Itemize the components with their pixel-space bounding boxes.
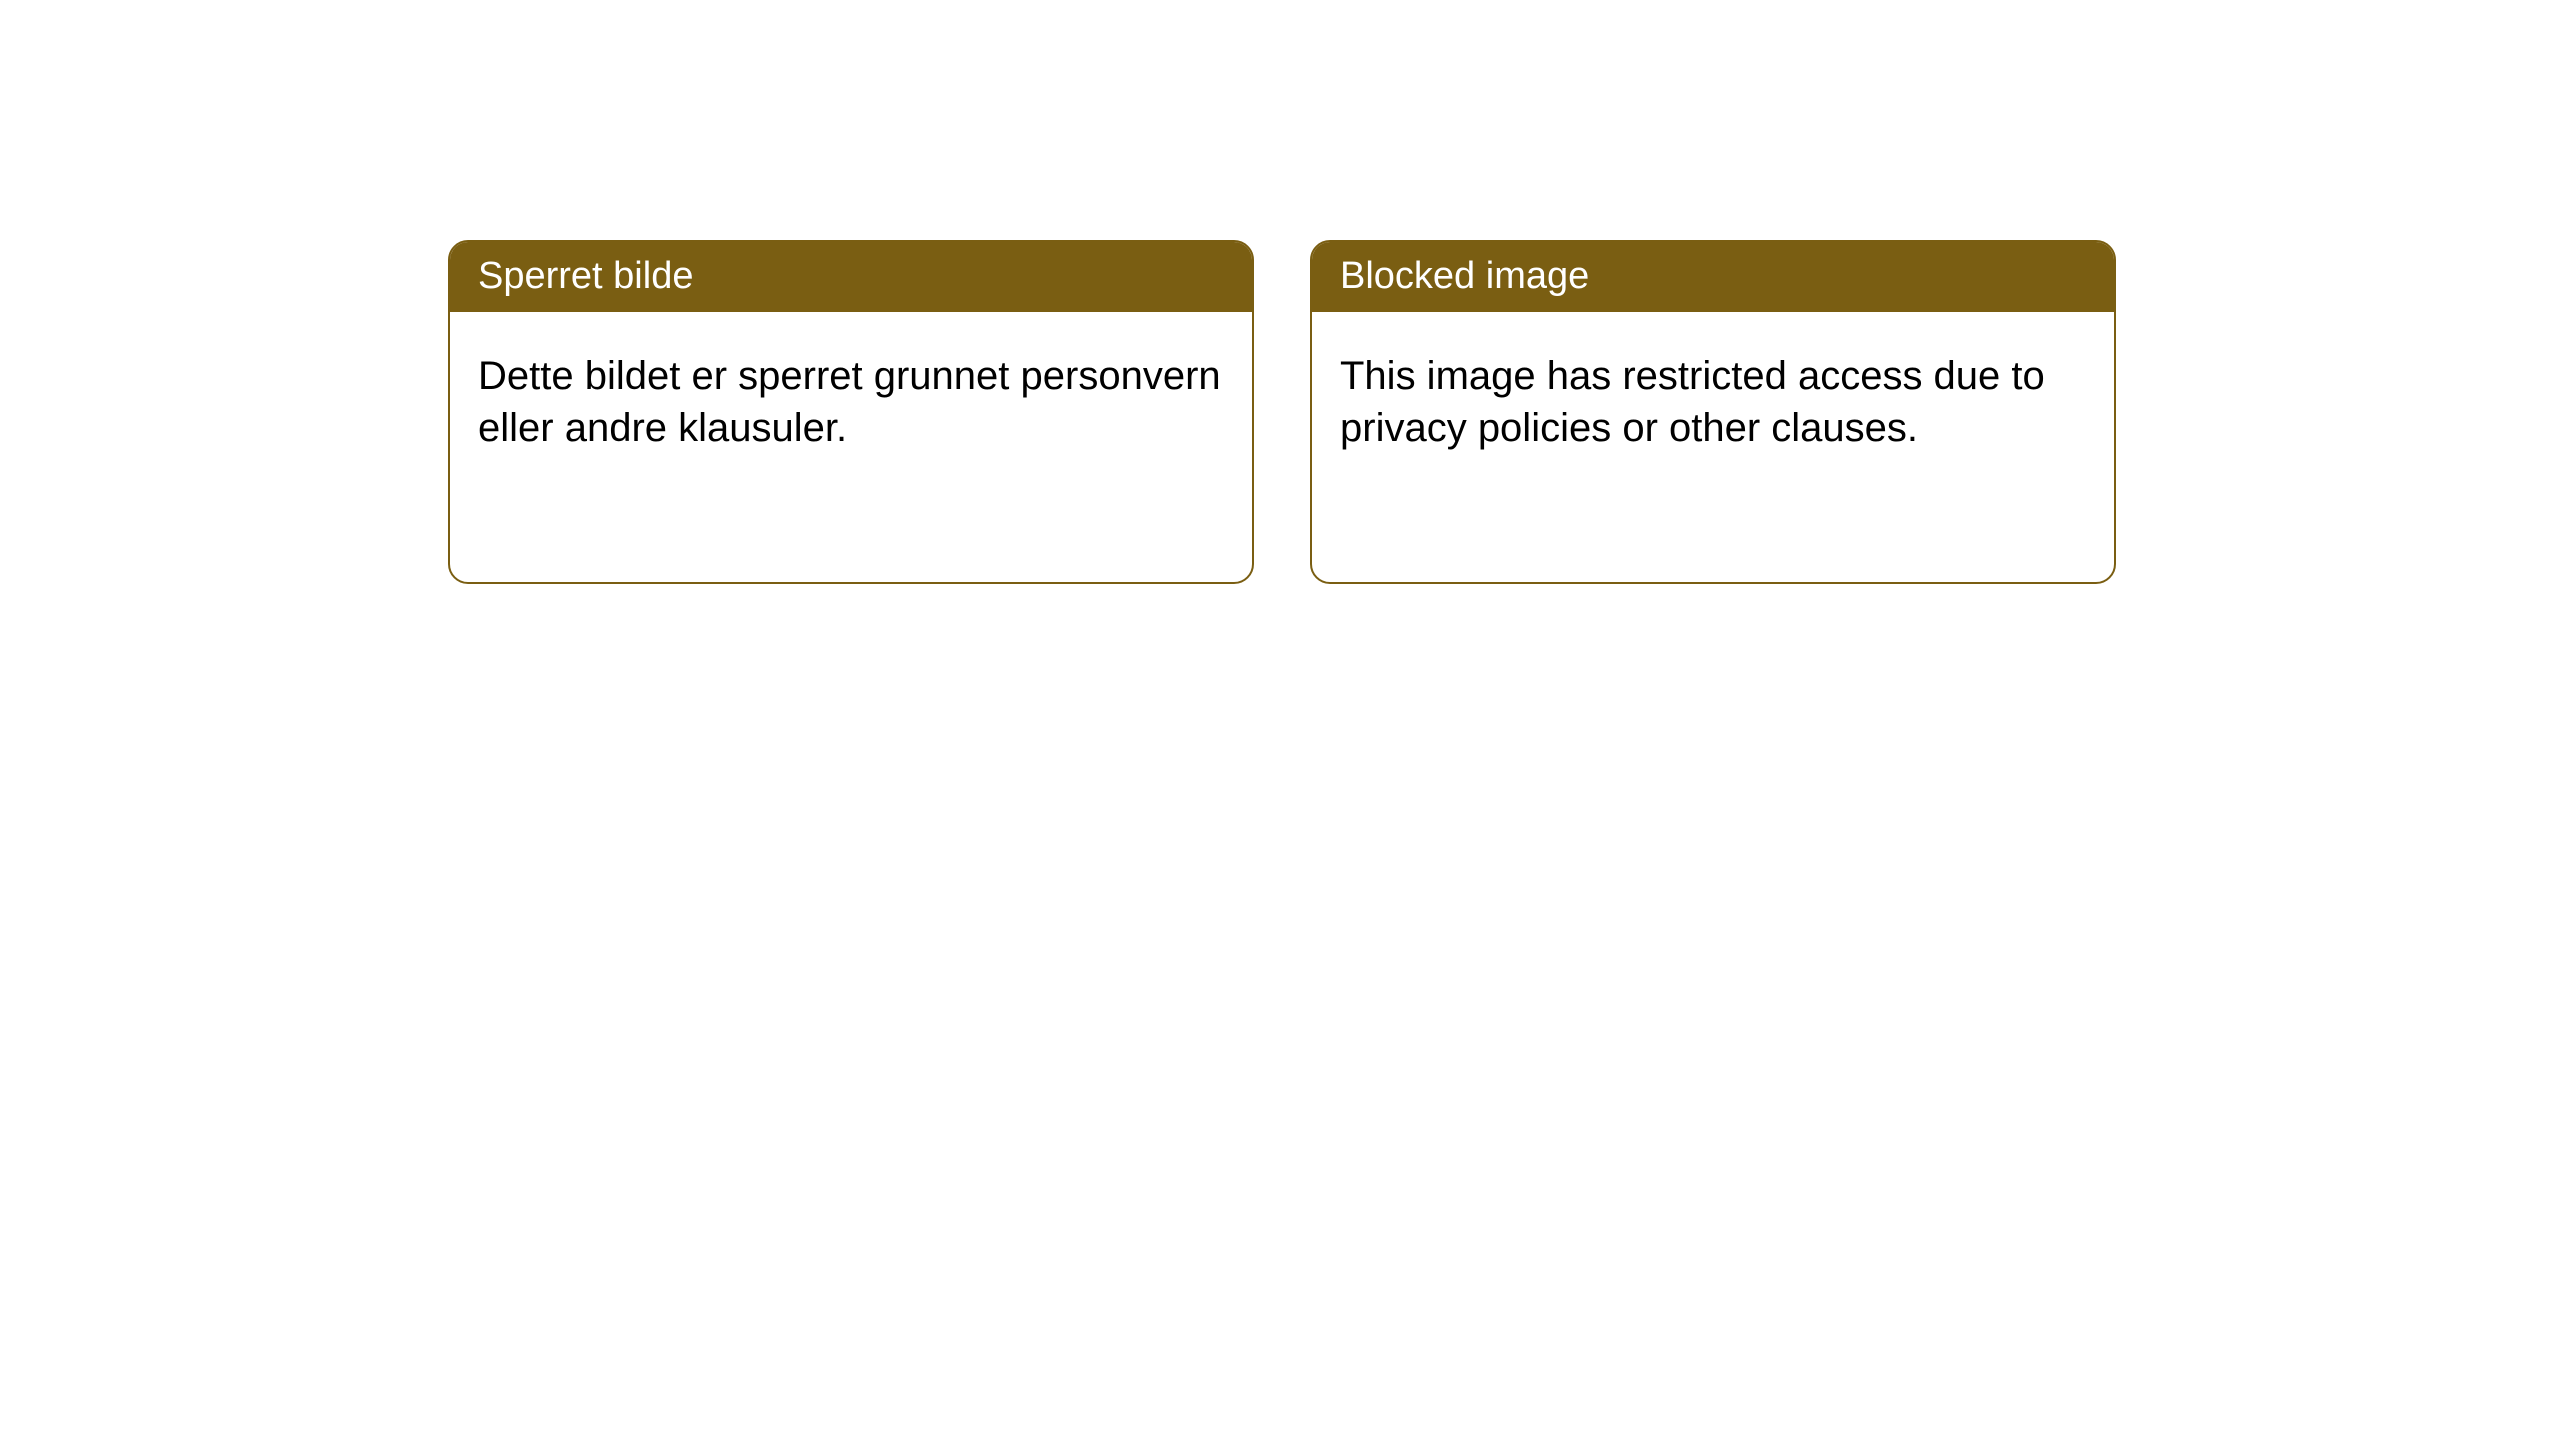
notice-body-text: This image has restricted access due to … <box>1340 354 2045 451</box>
notice-header: Sperret bilde <box>450 242 1252 312</box>
notice-body: This image has restricted access due to … <box>1312 312 2114 582</box>
notice-container: Sperret bilde Dette bildet er sperret gr… <box>0 0 2560 584</box>
notice-body: Dette bildet er sperret grunnet personve… <box>450 312 1252 582</box>
notice-title: Sperret bilde <box>478 255 693 297</box>
notice-header: Blocked image <box>1312 242 2114 312</box>
notice-card-norwegian: Sperret bilde Dette bildet er sperret gr… <box>448 240 1254 584</box>
notice-title: Blocked image <box>1340 255 1589 297</box>
notice-body-text: Dette bildet er sperret grunnet personve… <box>478 354 1221 451</box>
notice-card-english: Blocked image This image has restricted … <box>1310 240 2116 584</box>
